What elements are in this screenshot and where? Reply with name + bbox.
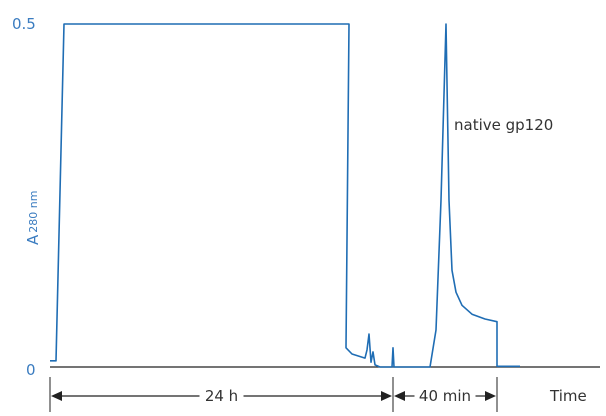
y-tick-label-zero: 0	[26, 361, 36, 379]
x-axis-label: Time	[549, 387, 587, 405]
span-label: 40 min	[419, 387, 471, 405]
peak-annotation: native gp120	[454, 116, 553, 134]
absorbance-trace	[50, 23, 520, 368]
arrowhead-left-icon	[394, 391, 405, 401]
y-axis-label: A280 nm	[24, 191, 42, 245]
y-axis-label-main: A	[24, 234, 42, 245]
y-tick-label-max: 0.5	[12, 15, 36, 33]
svg-text:A280 nm: A280 nm	[24, 191, 42, 245]
arrowhead-right-icon	[381, 391, 392, 401]
y-axis-label-subscript: 280 nm	[27, 191, 40, 233]
arrowhead-right-icon	[485, 391, 496, 401]
span-label: 24 h	[205, 387, 238, 405]
arrowhead-left-icon	[51, 391, 62, 401]
